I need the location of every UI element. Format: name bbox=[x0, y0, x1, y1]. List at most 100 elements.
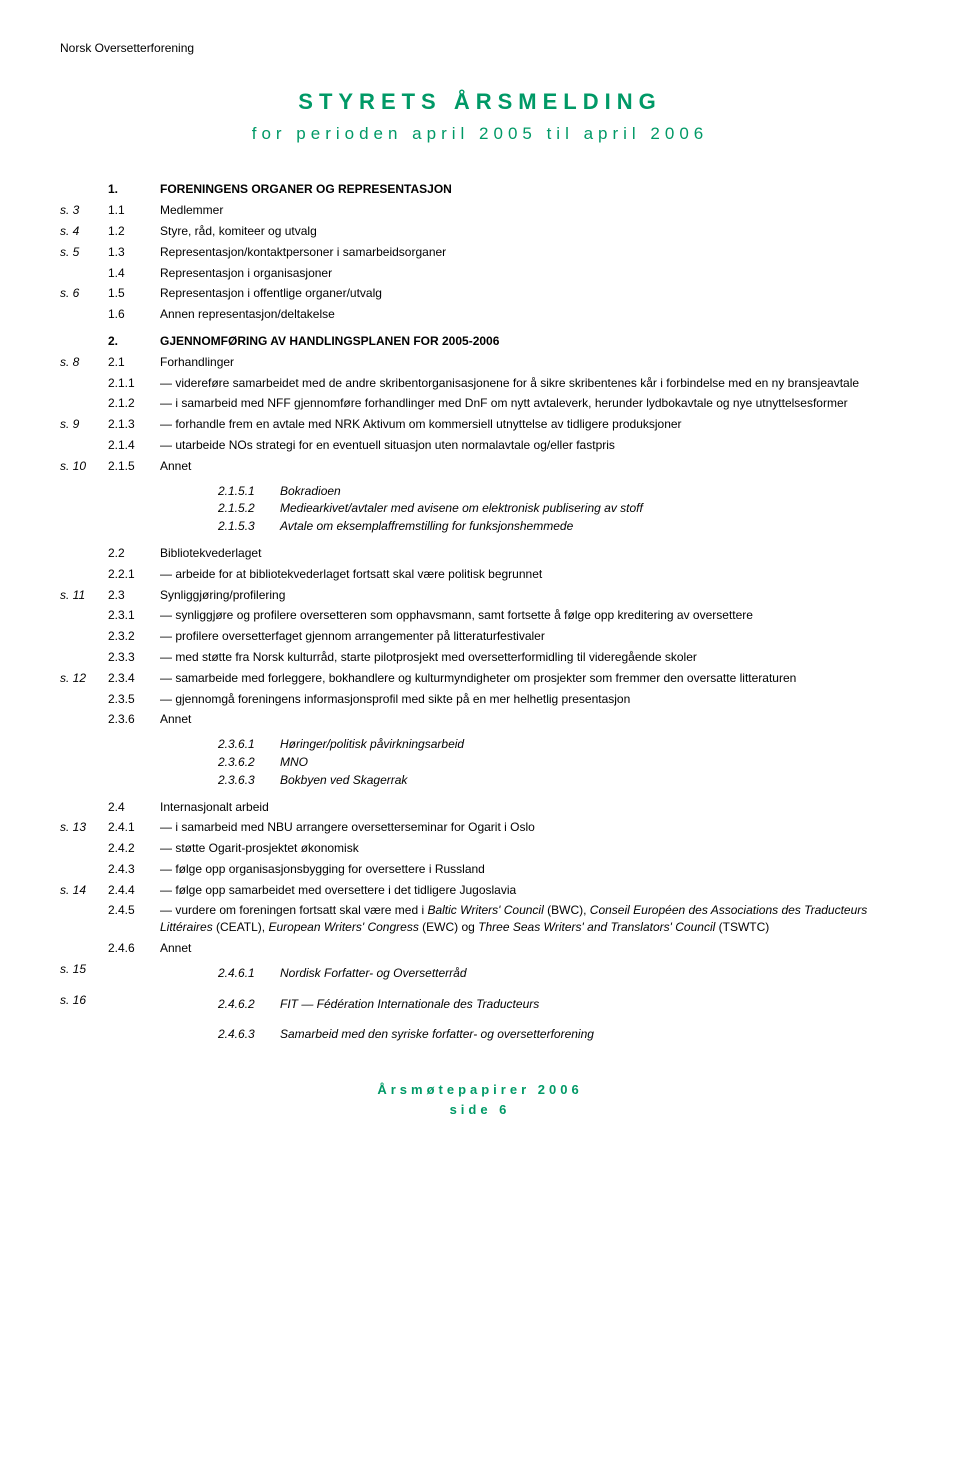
toc-page-ref bbox=[60, 543, 108, 564]
toc-row: 2.4Internasjonalt arbeid bbox=[60, 797, 900, 818]
toc-sub-number: 2.3.6.3 bbox=[218, 772, 280, 789]
toc-page-ref: s. 6 bbox=[60, 283, 108, 304]
toc-page-ref bbox=[60, 564, 108, 585]
toc-text: Annen representasjon/deltakelse bbox=[160, 304, 900, 325]
toc-page-ref: s. 11 bbox=[60, 585, 108, 606]
toc-page-ref bbox=[60, 605, 108, 626]
toc-row: 2.1.4— utarbeide NOs strategi for en eve… bbox=[60, 435, 900, 456]
toc-number: 2.3.2 bbox=[108, 626, 160, 647]
toc-number: 2.3.1 bbox=[108, 605, 160, 626]
toc-text: Forhandlinger bbox=[160, 352, 900, 373]
toc-row: 2.4.2— støtte Ogarit-prosjektet økonomis… bbox=[60, 838, 900, 859]
toc-text: Annet bbox=[160, 709, 900, 730]
toc-page-ref bbox=[60, 709, 108, 730]
toc-row: s. 102.1.5Annet bbox=[60, 456, 900, 477]
toc-row: 2.4.5— vurdere om foreningen fortsatt sk… bbox=[60, 900, 900, 938]
toc-number: 2. bbox=[108, 331, 160, 352]
toc-text: Internasjonalt arbeid bbox=[160, 797, 900, 818]
toc-text: — i samarbeid med NBU arrangere oversett… bbox=[160, 817, 900, 838]
toc-text: Bibliotekvederlaget bbox=[160, 543, 900, 564]
toc-page-ref: s. 15 bbox=[60, 959, 108, 990]
toc-sub-number: 2.1.5.2 bbox=[218, 500, 280, 517]
toc-row: 1.4Representasjon i organisasjoner bbox=[60, 263, 900, 284]
toc-number: 2.1 bbox=[108, 352, 160, 373]
toc-sub-text: Avtale om eksemplaffremstilling for funk… bbox=[280, 518, 894, 535]
toc-page-ref: s. 9 bbox=[60, 414, 108, 435]
toc-row: 2.4.6Annet bbox=[60, 938, 900, 959]
toc-sub-number: 2.4.6.2 bbox=[218, 996, 280, 1013]
toc-number: 2.1.2 bbox=[108, 393, 160, 414]
toc-text: Styre, råd, komiteer og utvalg bbox=[160, 221, 900, 242]
toc-text: Representasjon i offentlige organer/utva… bbox=[160, 283, 900, 304]
toc-sub-number: 2.3.6.1 bbox=[218, 736, 280, 753]
toc-text: — med støtte fra Norsk kulturråd, starte… bbox=[160, 647, 900, 668]
toc-page-ref: s. 3 bbox=[60, 200, 108, 221]
toc-page-ref bbox=[60, 838, 108, 859]
toc-text: — utarbeide NOs strategi for en eventuel… bbox=[160, 435, 900, 456]
toc-number: 2.4.1 bbox=[108, 817, 160, 838]
toc-sub-text: Nordisk Forfatter- og Oversetterråd bbox=[280, 965, 894, 982]
toc-page-ref bbox=[60, 647, 108, 668]
toc-page-ref: s. 13 bbox=[60, 817, 108, 838]
toc-sub-text: Bokradioen bbox=[280, 483, 894, 500]
toc-text: — forhandle frem en avtale med NRK Aktiv… bbox=[160, 414, 900, 435]
toc-sub-text: Bokbyen ved Skagerrak bbox=[280, 772, 894, 789]
toc-row: s. 61.5Representasjon i offentlige organ… bbox=[60, 283, 900, 304]
toc-number: 2.3.3 bbox=[108, 647, 160, 668]
subtitle: for perioden april 2005 til april 2006 bbox=[60, 122, 900, 146]
toc-page-ref: s. 5 bbox=[60, 242, 108, 263]
org-name: Norsk Oversetterforening bbox=[60, 40, 900, 57]
toc-number: 2.4.3 bbox=[108, 859, 160, 880]
toc-text: Synliggjøring/profilering bbox=[160, 585, 900, 606]
toc-number: 2.1.3 bbox=[108, 414, 160, 435]
toc-sub-text: Høringer/politisk påvirkningsarbeid bbox=[280, 736, 894, 753]
toc-page-ref bbox=[60, 263, 108, 284]
toc-number: 2.3.5 bbox=[108, 689, 160, 710]
toc-page-ref bbox=[60, 179, 108, 200]
toc-text: — følge opp organisasjonsbygging for ove… bbox=[160, 859, 900, 880]
main-title: STYRETS ÅRSMELDING bbox=[60, 87, 900, 118]
toc-text: — arbeide for at bibliotekvederlaget for… bbox=[160, 564, 900, 585]
toc-row: s. 122.3.4— samarbeide med forleggere, b… bbox=[60, 668, 900, 689]
toc-number: 2.3.6 bbox=[108, 709, 160, 730]
toc-sub-number: 2.4.6.1 bbox=[218, 965, 280, 982]
toc-page-ref bbox=[60, 373, 108, 394]
toc-number: 1. bbox=[108, 179, 160, 200]
toc-number: 1.4 bbox=[108, 263, 160, 284]
toc-page-ref bbox=[60, 859, 108, 880]
toc-page-ref bbox=[60, 304, 108, 325]
toc-sub-row: 2.3.6.1Høringer/politisk påvirkningsarbe… bbox=[60, 730, 900, 796]
toc-row: 2.3.1— synliggjøre og profilere oversett… bbox=[60, 605, 900, 626]
toc-text: FORENINGENS ORGANER OG REPRESENTASJON bbox=[160, 179, 900, 200]
toc-number: 2.2 bbox=[108, 543, 160, 564]
toc-sub-number: 2.1.5.3 bbox=[218, 518, 280, 535]
toc-text: — vurdere om foreningen fortsatt skal væ… bbox=[160, 900, 900, 938]
toc-text: — synliggjøre og profilere oversetteren … bbox=[160, 605, 900, 626]
toc-table: 1.FORENINGENS ORGANER OG REPRESENTASJONs… bbox=[60, 173, 900, 1051]
toc-row: s. 142.4.4— følge opp samarbeidet med ov… bbox=[60, 880, 900, 901]
toc-number: 2.3 bbox=[108, 585, 160, 606]
toc-row: s. 31.1Medlemmer bbox=[60, 200, 900, 221]
toc-sub-row: 2.4.6.3Samarbeid med den syriske forfatt… bbox=[60, 1020, 900, 1051]
toc-text: GJENNOMFØRING AV HANDLINGSPLANEN FOR 200… bbox=[160, 331, 900, 352]
toc-page-ref bbox=[60, 797, 108, 818]
toc-number: 2.4.6 bbox=[108, 938, 160, 959]
toc-number: 1.1 bbox=[108, 200, 160, 221]
toc-row: s. 92.1.3— forhandle frem en avtale med … bbox=[60, 414, 900, 435]
footer: Årsmøtepapirer 2006 side 6 bbox=[60, 1081, 900, 1119]
toc-sub-text: FIT — Fédération Internationale des Trad… bbox=[280, 996, 894, 1013]
toc-text: — videreføre samarbeidet med de andre sk… bbox=[160, 373, 900, 394]
toc-page-ref: s. 14 bbox=[60, 880, 108, 901]
toc-number: 1.6 bbox=[108, 304, 160, 325]
toc-number: 2.1.1 bbox=[108, 373, 160, 394]
toc-text: — i samarbeid med NFF gjennomføre forhan… bbox=[160, 393, 900, 414]
toc-sub-number: 2.4.6.3 bbox=[218, 1026, 280, 1043]
toc-sub-text: MNO bbox=[280, 754, 894, 771]
toc-text: Medlemmer bbox=[160, 200, 900, 221]
toc-text: Representasjon/kontaktpersoner i samarbe… bbox=[160, 242, 900, 263]
toc-number: 2.4.4 bbox=[108, 880, 160, 901]
footer-line1: Årsmøtepapirer 2006 bbox=[377, 1082, 582, 1097]
toc-page-ref: s. 12 bbox=[60, 668, 108, 689]
toc-page-ref bbox=[60, 938, 108, 959]
toc-text: — støtte Ogarit-prosjektet økonomisk bbox=[160, 838, 900, 859]
